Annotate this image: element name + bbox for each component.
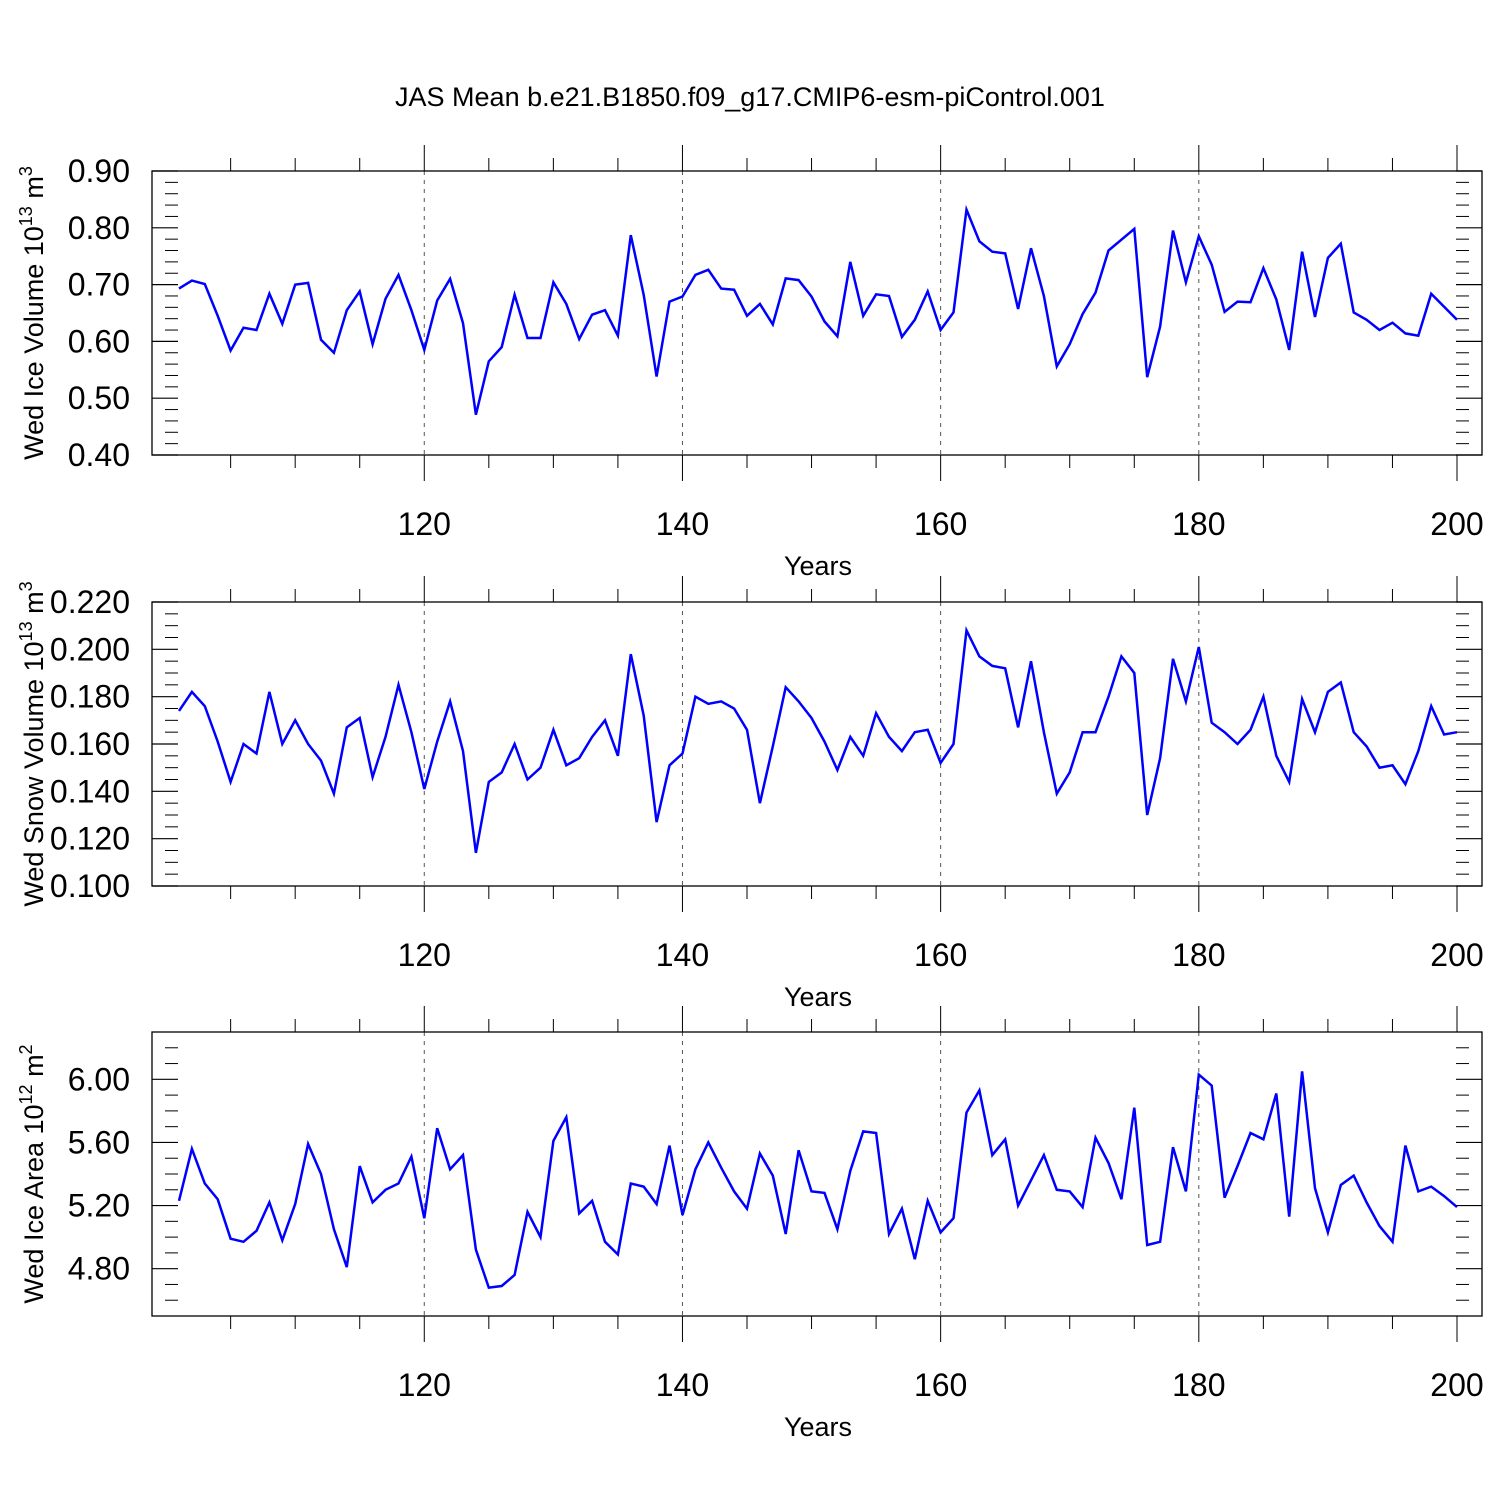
x-tick-label: 140 — [656, 937, 709, 973]
chart-title: JAS Mean b.e21.B1850.f09_g17.CMIP6-esm-p… — [395, 82, 1105, 112]
plot-frame — [151, 1031, 1483, 1317]
data-series-line — [177, 626, 1458, 854]
data-series-line — [178, 204, 1458, 415]
panel-3: 4.80 5.20 5.60 6.00 120 140 160 180 200 Years Wed … — [16, 1006, 1484, 1442]
y-tick-label: 0.200 — [50, 631, 130, 667]
y-tick-label: 0.220 — [50, 584, 130, 620]
x-tick-label: 160 — [914, 506, 967, 542]
y-tick-label: 0.80 — [68, 210, 130, 246]
x-tick-label: 120 — [398, 1367, 451, 1403]
x-tick-label: 200 — [1430, 1367, 1483, 1403]
x-tick-label: 200 — [1430, 506, 1483, 542]
panel-2: 0.100 0.120 0.140 0.160 0.180 0.200 0.220 120 14… — [16, 576, 1484, 1012]
panel-1: 0.40 0.50 0.60 0.70 0.80 0.90 120 140 160 180 200 Y… — [16, 145, 1484, 581]
x-axis-label: Years — [784, 551, 852, 581]
y-tick-label: 0.100 — [50, 868, 130, 904]
x-tick-label: 160 — [914, 1367, 967, 1403]
x-axis-label: Years — [784, 982, 852, 1012]
data-series-line — [177, 1071, 1458, 1289]
x-tick-label: 180 — [1172, 937, 1225, 973]
x-tick-label: 120 — [398, 937, 451, 973]
x-tick-label: 180 — [1172, 506, 1225, 542]
x-tick-label: 140 — [656, 1367, 709, 1403]
y-axis-label: Wed Snow Volume 1013 m3 — [16, 581, 49, 906]
x-tick-label: 120 — [398, 506, 451, 542]
y-tick-label: 0.120 — [50, 821, 130, 857]
y-tick-label: 0.180 — [50, 679, 130, 715]
y-tick-label: 0.160 — [50, 726, 130, 762]
x-tick-label: 140 — [656, 506, 709, 542]
x-axis-label: Years — [784, 1412, 852, 1442]
y-tick-label: 0.140 — [50, 773, 130, 809]
plot-frame — [151, 170, 1483, 456]
y-axis-label: Wed Ice Area 1012 m2 — [16, 1044, 49, 1303]
x-tick-label: 160 — [914, 937, 967, 973]
plot-frame — [151, 601, 1483, 887]
y-tick-label: 0.90 — [68, 153, 130, 189]
y-tick-label: 4.80 — [68, 1251, 130, 1287]
y-tick-label: 0.40 — [68, 437, 130, 473]
y-tick-label: 5.60 — [68, 1124, 130, 1160]
y-tick-label: 6.00 — [68, 1061, 130, 1097]
y-tick-label: 0.50 — [68, 380, 130, 416]
y-tick-label: 5.20 — [68, 1188, 130, 1224]
y-tick-label: 0.70 — [68, 267, 130, 303]
y-tick-label: 0.60 — [68, 323, 130, 359]
x-tick-label: 180 — [1172, 1367, 1225, 1403]
y-axis-label: Wed Ice Volume 1013 m3 — [16, 166, 49, 460]
x-tick-label: 200 — [1430, 937, 1483, 973]
